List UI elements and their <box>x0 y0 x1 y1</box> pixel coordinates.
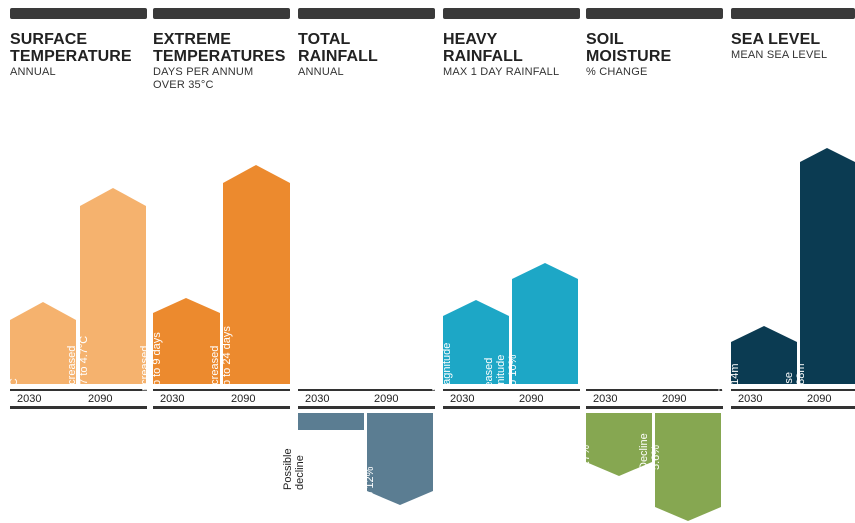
year-label-2090: 2090 <box>519 393 544 405</box>
bottom-rule <box>298 406 435 409</box>
bar-label-2030: Decline 1.7% <box>568 433 592 470</box>
panel-title: TOTAL RAINFALL <box>298 31 378 65</box>
bar-label-2090: Increased 2.7 to 4.7°C <box>66 335 90 394</box>
panel-subtitle: MEAN SEA LEVEL <box>731 49 828 61</box>
baseline-rule <box>10 389 147 391</box>
bar-label-2090: Increased Up to 24 days <box>209 326 233 394</box>
top-rule <box>731 8 855 19</box>
panel-soil-moisture: SOIL MOISTURE % CHANGE 2030 2090 Decline… <box>568 0 723 523</box>
year-label-2030: 2030 <box>738 393 763 405</box>
bottom-rule <box>10 406 147 409</box>
year-label-2090: 2090 <box>88 393 113 405</box>
panel-subtitle: MAX 1 DAY RAINFALL <box>443 66 560 78</box>
panel-total-rainfall: TOTAL RAINFALL ANNUAL 2030 2090 Possible… <box>282 0 435 523</box>
year-label-2030: 2030 <box>17 393 42 405</box>
bar-2030 <box>298 413 364 430</box>
panel-sea-level: SEA LEVEL MEAN SEA LEVEL Rise 0.14m Rise… <box>717 0 855 523</box>
bar-label-2090: Decline 5.6% <box>638 433 662 470</box>
panel-title: SOIL MOISTURE <box>586 31 672 65</box>
panel-subtitle: ANNUAL <box>298 66 344 78</box>
baseline-rule <box>731 389 855 391</box>
bottom-rule <box>443 406 580 409</box>
panel-subtitle: DAYS PER ANNUM OVER 35°C <box>153 66 254 91</box>
year-label-2030: 2030 <box>305 393 330 405</box>
bar-2090 <box>655 413 721 521</box>
bar-2030 <box>10 302 76 384</box>
baseline-rule <box>298 389 435 391</box>
bar-label-2090: Rise 0.88m <box>783 363 807 394</box>
year-label-2030: 2030 <box>450 393 475 405</box>
bar-2030 <box>443 300 509 384</box>
bottom-rule <box>586 406 723 409</box>
bar-2030 <box>731 326 797 384</box>
top-rule <box>10 8 147 19</box>
bar-label-2030: Increased magnitude <box>429 342 453 394</box>
panel-title: EXTREME TEMPERATURES <box>153 31 286 65</box>
panel-title: HEAVY RAINFALL <box>443 31 523 65</box>
bar-2090 <box>223 165 290 384</box>
year-label-2030: 2030 <box>160 393 185 405</box>
bar-label-2030: Increased Up to 9 days <box>139 332 163 394</box>
panel-extreme-temperatures: EXTREME TEMPERATURES DAYS PER ANNUM OVER… <box>139 0 290 523</box>
bar-label-2090: Increased magnitude Up to 10% <box>483 354 519 406</box>
panel-subtitle: ANNUAL <box>10 66 56 78</box>
baseline-rule <box>153 389 290 391</box>
year-label-2090: 2090 <box>374 393 399 405</box>
panel-subtitle: % CHANGE <box>586 66 648 78</box>
year-label-2030: 2030 <box>593 393 618 405</box>
bar-2090 <box>800 148 855 384</box>
bar-2090 <box>367 413 433 505</box>
top-rule <box>153 8 290 19</box>
year-label-2090: 2090 <box>231 393 256 405</box>
baseline-rule <box>443 389 580 391</box>
bottom-rule <box>153 406 290 409</box>
panel-title: SEA LEVEL <box>731 31 821 48</box>
panel-title: SURFACE TEMPERATURE <box>10 31 132 65</box>
bar-label-2090: Decline 6 to 12% <box>352 466 376 510</box>
top-rule <box>443 8 580 19</box>
bottom-rule <box>731 406 855 409</box>
bar-label-2030: Possible decline <box>282 448 306 490</box>
baseline-rule <box>586 389 723 391</box>
bar-2030 <box>153 298 220 384</box>
bar-label-2030: Rise 0.14m <box>717 363 741 394</box>
bar-2090 <box>512 263 578 384</box>
year-label-2090: 2090 <box>807 393 832 405</box>
panel-heavy-rainfall: HEAVY RAINFALL MAX 1 DAY RAINFALL Increa… <box>429 0 580 523</box>
panel-surface-temperature: SURFACE TEMPERATURE ANNUAL Increased 0.7… <box>0 0 147 523</box>
year-label-2090: 2090 <box>662 393 687 405</box>
top-rule <box>586 8 723 19</box>
bar-2090 <box>80 188 146 384</box>
top-rule <box>298 8 435 19</box>
bar-2030 <box>586 413 652 476</box>
